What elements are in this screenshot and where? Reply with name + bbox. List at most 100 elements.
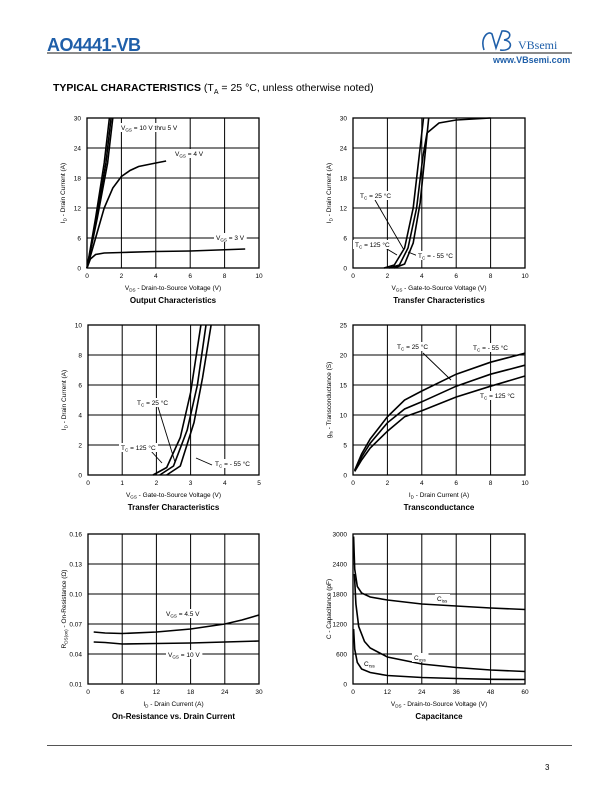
series-line (86, 117, 111, 269)
annotation-label: TC​ = 25 °C (360, 192, 391, 201)
series-line (352, 536, 526, 611)
section-heading: TYPICAL CHARACTERISTICS (TA = 25 °C, unl… (53, 82, 374, 96)
x-tick-label: 12 (384, 689, 392, 696)
annotation-label: VGS​ = 10 V thru 5 V (121, 125, 178, 133)
chart-4: 0 2 4 6 8 10 0 5 10 15 20 25 TC​ = 25 °C TC​ = - 55 °… (326, 323, 529, 513)
chart-title: Output Characteristics (130, 296, 217, 305)
series-line (159, 324, 207, 476)
chart-title: On-Resistance vs. Drain Current (112, 712, 235, 721)
x-tick-label: 8 (489, 480, 493, 487)
y-tick-label: 12 (340, 206, 348, 213)
series-line (166, 324, 212, 476)
y-axis-label: RDS(on)​ - On-Resistance (Ω) (61, 570, 69, 649)
annotation-label: TC​ = 125 °C (355, 241, 390, 250)
y-tick-label: 10 (340, 413, 348, 420)
annotation-label: VGS​ = 4.5 V (166, 611, 200, 619)
y-tick-label: 18 (340, 176, 348, 183)
x-tick-label: 18 (187, 689, 195, 696)
annotation-arrow (374, 199, 405, 251)
annotation-bg (166, 650, 203, 659)
heading-title: TYPICAL CHARACTERISTICS (53, 82, 201, 94)
annotation-bg (213, 459, 253, 468)
plot-frame (352, 324, 526, 476)
x-tick-label: 4 (420, 273, 424, 280)
chart-title: Transconductance (404, 503, 475, 512)
website-link[interactable]: www.VBsemi.com (493, 55, 571, 65)
annotation-label: Ciss​ (437, 596, 448, 604)
annotation-label: Coss​ (414, 655, 427, 663)
x-tick-label: 4 (420, 480, 424, 487)
y-tick-label: 6 (78, 383, 82, 390)
y-tick-label: 6 (77, 236, 81, 243)
x-axis-label: VGS​ - Gate-to-Source Voltage (V) (126, 492, 221, 500)
x-tick-label: 10 (521, 273, 529, 280)
y-tick-label: 24 (74, 146, 82, 153)
annotation-bg (135, 398, 171, 407)
y-axis-label: C - Capacitance (pF) (326, 579, 333, 639)
y-tick-label: 24 (340, 146, 348, 153)
x-tick-label: 0 (351, 689, 355, 696)
annotation-label: TC​ = - 55 °C (215, 460, 250, 469)
series-line (93, 640, 260, 645)
x-tick-label: 8 (223, 273, 227, 280)
annotation-label: Crss​ (364, 661, 375, 669)
x-tick-label: 3 (189, 480, 193, 487)
y-tick-label: 8 (78, 353, 82, 360)
annotation-bg (435, 594, 450, 603)
heading-prefix: (T (203, 82, 214, 94)
series-line (152, 324, 202, 476)
x-tick-label: 2 (120, 273, 124, 280)
x-tick-label: 0 (86, 689, 90, 696)
y-tick-label: 2400 (333, 562, 348, 569)
vbsemi-logo: VBsemi (482, 30, 558, 52)
annotation-bg (362, 659, 378, 668)
chart-title: Capacitance (415, 712, 463, 721)
annotation-bg (119, 443, 158, 452)
y-tick-label: 6 (343, 236, 347, 243)
annotation-arrow (195, 457, 213, 466)
x-tick-label: 6 (120, 689, 124, 696)
annotation-bg (478, 391, 517, 400)
plot-frame (87, 324, 260, 476)
x-tick-label: 0 (85, 273, 89, 280)
x-axis-label: ID​ - Drain Current (A) (409, 492, 469, 500)
annotation-bg (416, 251, 456, 260)
x-axis-label: VGS​ - Gate-to-Source Voltage (V) (391, 285, 486, 293)
x-tick-label: 5 (257, 480, 261, 487)
heading-sub: A (213, 89, 219, 97)
annotation-arrow (149, 449, 163, 464)
y-tick-label: 0 (77, 266, 81, 273)
x-tick-label: 4 (154, 273, 158, 280)
annotation-label: VGS​ = 3 V (216, 235, 245, 243)
y-tick-label: 1200 (333, 622, 348, 629)
chart-title: Transfer Characteristics (393, 296, 485, 305)
annotation-arrow (422, 352, 452, 381)
x-tick-label: 6 (454, 480, 458, 487)
y-tick-label: 20 (340, 353, 348, 360)
x-tick-label: 2 (155, 480, 159, 487)
x-axis-label: VDS​ - Drain-to-Source Voltage (V) (391, 701, 487, 709)
y-tick-label: 0.10 (69, 592, 82, 599)
y-tick-label: 600 (336, 652, 347, 659)
x-tick-label: 4 (223, 480, 227, 487)
x-tick-label: 24 (418, 689, 426, 696)
y-axis-label: ID​ - Drain Current (A) (60, 163, 68, 223)
annotation-bg (173, 149, 206, 158)
annotation-label: TC​ = - 55 °C (473, 344, 508, 353)
y-tick-label: 2 (78, 443, 82, 450)
annotation-bg (471, 343, 511, 352)
x-tick-label: 6 (454, 273, 458, 280)
y-tick-label: 4 (78, 413, 82, 420)
y-tick-label: 18 (74, 176, 82, 183)
annotation-bg (164, 609, 203, 618)
x-tick-label: 8 (489, 273, 493, 280)
annotation-bg (395, 342, 431, 351)
annotation-bg (119, 123, 180, 132)
series-line (352, 628, 526, 681)
y-tick-label: 0.07 (69, 622, 82, 629)
annotation-label: TC​ = - 55 °C (418, 252, 453, 261)
x-tick-label: 10 (521, 480, 529, 487)
